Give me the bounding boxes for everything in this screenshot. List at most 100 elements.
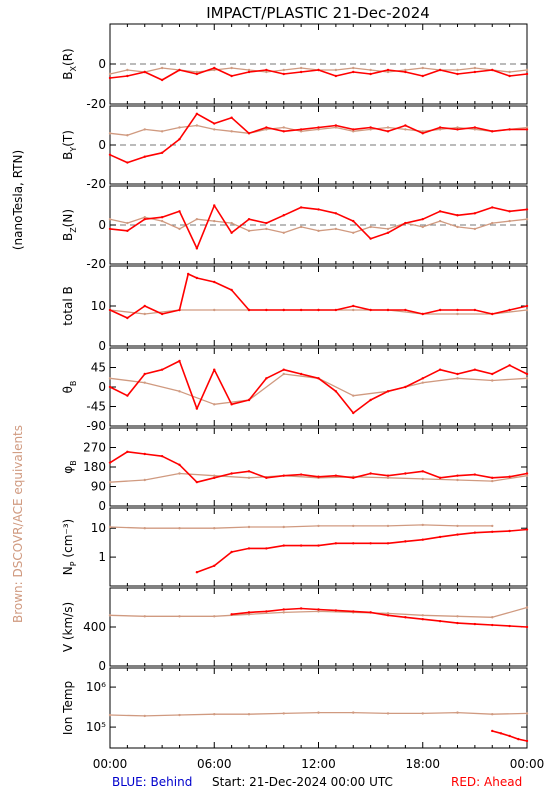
- data-point: [421, 74, 424, 78]
- data-point: [508, 529, 511, 533]
- y-axis-label: Ion Temp: [61, 681, 75, 735]
- data-point: [282, 308, 285, 312]
- data-point: [404, 616, 407, 619]
- data-point: [282, 231, 285, 234]
- data-point: [386, 474, 390, 477]
- data-point: [491, 221, 494, 225]
- data-point: [438, 619, 442, 623]
- data-point: [438, 476, 442, 480]
- data-point: [525, 126, 529, 129]
- y-tick-label: 90: [91, 480, 106, 494]
- data-point: [473, 70, 477, 74]
- data-point: [456, 478, 459, 482]
- data-point: [213, 403, 216, 406]
- y-tick-label: 45: [91, 361, 106, 375]
- data-point: [352, 66, 355, 70]
- data-point: [178, 68, 181, 72]
- data-point: [108, 480, 112, 484]
- panel-frame: [109, 347, 528, 427]
- data-point: [282, 611, 285, 614]
- data-point: [143, 714, 146, 718]
- data-point: [299, 225, 303, 229]
- data-point: [108, 385, 112, 389]
- data-point: [386, 476, 390, 480]
- data-point: [160, 312, 164, 316]
- data-point: [247, 70, 251, 74]
- data-point: [247, 132, 251, 135]
- panel-frame: [109, 427, 528, 507]
- data-point: [421, 538, 424, 541]
- data-point: [404, 70, 407, 74]
- data-point: [386, 712, 390, 715]
- data-point: [491, 479, 494, 483]
- data-point: [282, 68, 285, 72]
- data-point: [247, 613, 251, 616]
- data-point: [265, 128, 268, 131]
- data-point: [195, 407, 199, 410]
- data-point: [213, 474, 216, 477]
- data-point: [143, 70, 146, 74]
- data-point: [438, 219, 442, 223]
- data-point: [299, 372, 303, 376]
- data-point: [317, 377, 320, 380]
- data-point: [404, 472, 407, 475]
- data-point: [334, 474, 338, 477]
- data-point: [525, 308, 529, 312]
- data-point: [386, 612, 390, 615]
- data-point: [456, 621, 459, 625]
- dscovr-label: Brown: DSCOVR/ACE equivalents: [11, 425, 25, 623]
- panel-bz: 0 -20 BZ(N): [61, 185, 529, 271]
- data-point: [352, 411, 355, 415]
- data-point: [160, 66, 164, 70]
- data-point: [473, 126, 477, 129]
- data-point: [369, 225, 372, 229]
- data-point: [456, 225, 459, 229]
- data-point: [213, 68, 216, 72]
- data-point: [369, 472, 372, 475]
- y-axis-label: BY(T): [61, 130, 78, 160]
- footer-ahead: RED: Ahead: [451, 775, 522, 789]
- data-point: [160, 219, 164, 223]
- data-point: [456, 474, 459, 477]
- data-point: [317, 68, 320, 72]
- y-tick-label: 0: [98, 57, 106, 71]
- data-point: [213, 527, 216, 530]
- data-point: [265, 126, 268, 129]
- data-point: [282, 130, 285, 133]
- data-point: [491, 729, 494, 733]
- data-point: [404, 128, 407, 131]
- data-point: [108, 132, 112, 135]
- data-point: [438, 210, 442, 213]
- data-point: [160, 454, 164, 458]
- data-point: [195, 112, 199, 116]
- data-point: [247, 470, 251, 473]
- data-point: [421, 712, 424, 715]
- y-tick-label: -45: [86, 400, 106, 414]
- data-point: [525, 304, 529, 308]
- data-point: [282, 525, 285, 529]
- data-point: [160, 151, 164, 154]
- data-point: [499, 732, 503, 735]
- data-point: [143, 155, 146, 158]
- data-point: [230, 231, 233, 234]
- data-point: [386, 390, 390, 393]
- data-point: [195, 571, 199, 574]
- data-point: [473, 308, 477, 312]
- data-point: [195, 217, 199, 221]
- data-point: [282, 474, 285, 477]
- y-tick-label: -90: [86, 419, 106, 433]
- data-point: [352, 524, 355, 528]
- data-point: [491, 524, 494, 528]
- data-point: [126, 221, 129, 225]
- data-point: [456, 308, 459, 312]
- data-point: [143, 478, 146, 482]
- data-point: [491, 530, 494, 534]
- data-point: [126, 68, 129, 72]
- data-point: [334, 68, 338, 72]
- data-point: [491, 379, 494, 382]
- panel-total: 10 0 total B: [61, 265, 529, 353]
- data-point: [386, 126, 390, 129]
- panel-np: 10 1 NP (cm⁻³): [61, 507, 529, 587]
- data-point: [108, 461, 112, 464]
- data-point: [213, 219, 216, 223]
